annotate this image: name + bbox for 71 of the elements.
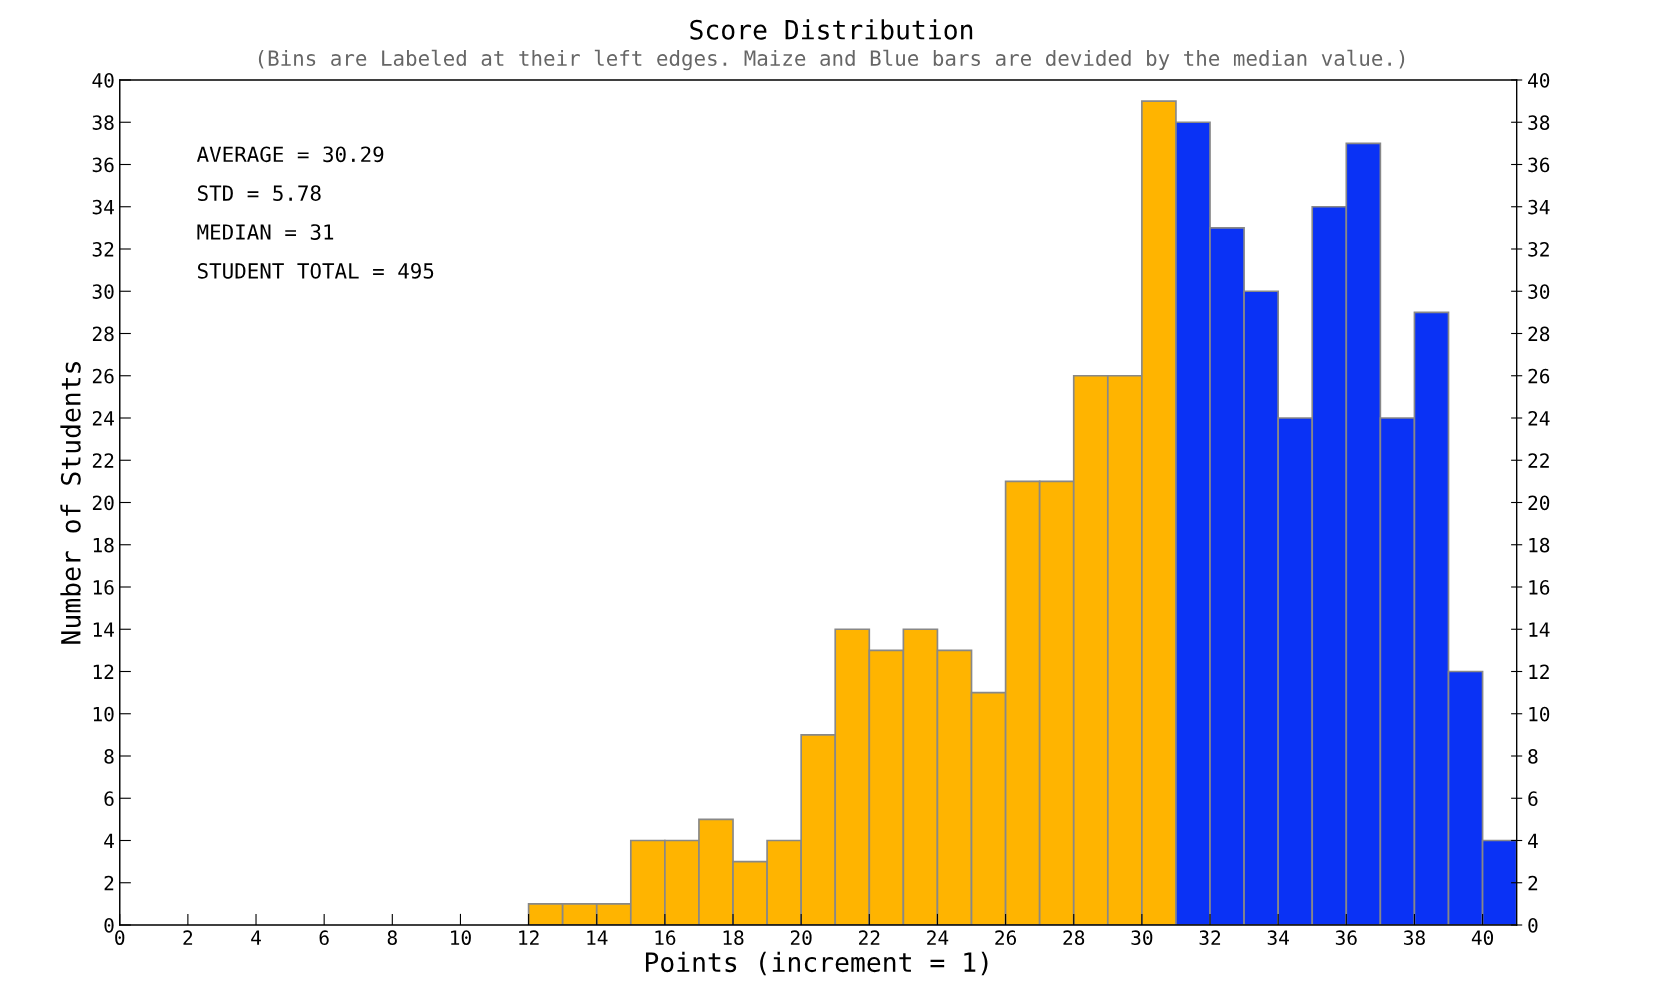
- x-tick-label: 32: [1199, 930, 1221, 946]
- y-tick-label: 18: [93, 537, 114, 553]
- y-tick-label: 10: [93, 706, 114, 722]
- y2-tick-label: 18: [1529, 537, 1550, 553]
- x-tick-label: 0: [115, 930, 125, 946]
- x-tick-label: 36: [1335, 930, 1357, 946]
- x-tick-label: 4: [251, 930, 261, 945]
- y2-tick-label: 34: [1528, 199, 1550, 215]
- x-tick-label: 30: [1131, 930, 1153, 946]
- x-tick-label: 26: [995, 930, 1017, 946]
- y2-tick-label: 24: [1528, 411, 1550, 426]
- x-tick-label: 40: [1471, 930, 1494, 946]
- y-tick-label: 12: [93, 664, 114, 679]
- y-tick-label: 4: [104, 833, 114, 848]
- x-tick-label: 10: [451, 930, 471, 946]
- x-tick-label: 34: [1267, 930, 1289, 946]
- annotation: STD = 5.78: [197, 185, 321, 202]
- y2-tick-label: 28: [1528, 326, 1550, 342]
- y-axis-title: Number of Students: [60, 362, 81, 644]
- y2-tick-label: 20: [1528, 495, 1550, 511]
- y-tick-label: 32: [92, 242, 114, 257]
- y-tick-label: 0: [104, 918, 114, 933]
- y2-tick-label: 6: [1528, 791, 1538, 806]
- y2-tick-label: 30: [1528, 284, 1550, 299]
- x-tick-label: 24: [927, 930, 949, 945]
- y2-tick-label: 38: [1528, 115, 1550, 130]
- x-tick-label: 6: [319, 930, 329, 946]
- x-tick-label: 20: [790, 930, 812, 946]
- annotation: AVERAGE = 30.29: [196, 146, 384, 163]
- y-tick-label: 16: [93, 580, 114, 595]
- y-tick-label: 26: [92, 368, 114, 384]
- y2-tick-label: 10: [1529, 706, 1550, 722]
- y2-tick-label: 14: [1529, 622, 1550, 637]
- x-tick-label: 2: [183, 930, 193, 945]
- y-tick-label: 6: [104, 791, 114, 806]
- y2-tick-label: 22: [1528, 453, 1549, 468]
- y2-tick-label: 26: [1528, 368, 1550, 384]
- x-tick-label: 16: [655, 930, 676, 946]
- y2-tick-label: 40: [1528, 73, 1550, 88]
- chart-subtitle: (Bins are Labeled at their left edges. Maize and Blue bars are devided by the median value.): [258, 49, 1405, 71]
- y2-tick-label: 12: [1529, 664, 1549, 679]
- y-tick-label: 24: [92, 411, 114, 426]
- x-tick-label: 8: [387, 930, 397, 946]
- y2-tick-label: 8: [1528, 749, 1538, 764]
- y2-tick-label: 16: [1529, 580, 1550, 595]
- y-tick-label: 8: [104, 749, 114, 764]
- y-tick-label: 34: [92, 199, 114, 215]
- y-tick-label: 22: [92, 453, 114, 468]
- y2-tick-label: 36: [1528, 157, 1550, 173]
- y-tick-label: 28: [92, 326, 114, 342]
- annotation: STUDENT TOTAL = 495: [197, 263, 434, 279]
- x-tick-label: 38: [1404, 930, 1425, 946]
- y-tick-label: 40: [92, 73, 114, 88]
- x-tick-label: 12: [519, 930, 539, 945]
- x-tick-label: 28: [1063, 930, 1085, 946]
- y-tick-label: 30: [92, 284, 114, 299]
- x-axis-title: Points (increment = 1): [645, 951, 988, 976]
- chart-title: Score Distribution: [690, 19, 973, 40]
- y2-tick-label: 4: [1528, 833, 1538, 848]
- y-tick-label: 14: [93, 622, 114, 637]
- x-tick-label: 18: [723, 930, 744, 946]
- annotation: MEDIAN = 31: [197, 224, 334, 240]
- y2-tick-label: 2: [1528, 875, 1538, 891]
- x-tick-label: 22: [859, 930, 880, 945]
- y-tick-label: 20: [92, 495, 114, 511]
- y-tick-label: 36: [92, 157, 114, 173]
- y-tick-label: 2: [104, 875, 114, 891]
- y2-tick-label: 32: [1528, 242, 1549, 257]
- y-tick-label: 38: [92, 115, 114, 130]
- x-tick-label: 14: [587, 930, 608, 945]
- y2-tick-label: 0: [1528, 918, 1538, 933]
